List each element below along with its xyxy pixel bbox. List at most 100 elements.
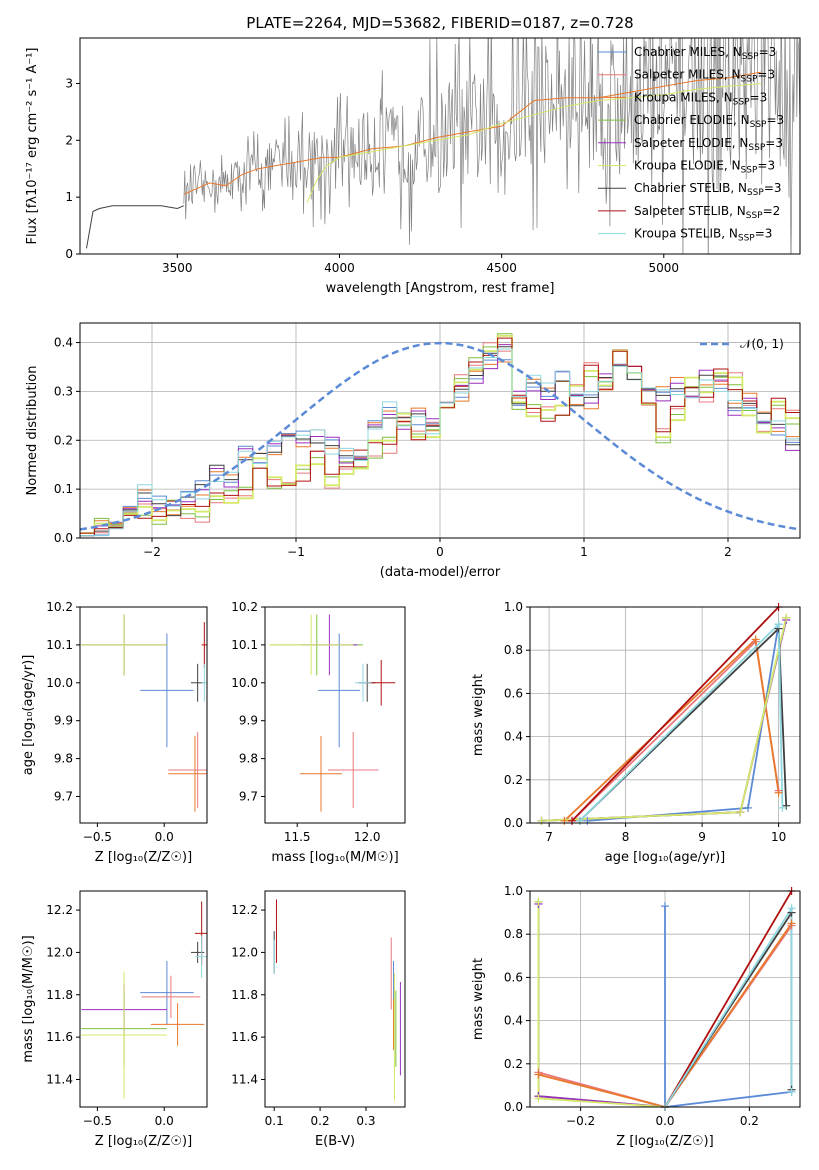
x-tick-label: 0.3 [356,1114,375,1128]
axes-frame [79,37,801,255]
y-tick-label: 10.0 [231,676,258,690]
plot-area-ebv-mass [273,899,401,1101]
x-axis-label: age [log₁₀(age/yr)] [605,850,726,865]
observed-spectrum [183,38,800,254]
x-tick-label: 0.0 [155,1114,174,1128]
plot-area-spectrum [80,38,800,254]
model-curve-elodie [306,83,762,203]
chart-ebv-mass: 0.1 0.2 0.3 11.4 11.6 11.8 12.0 12.2 E(B-V) [231,890,406,1149]
x-tick-label: 4500 [486,261,517,275]
y-tick-label: 9.7 [239,789,258,803]
series-line [571,607,780,822]
x-tick-label: 0.2 [311,1114,330,1128]
series-line [664,906,792,1107]
y-tick-label: 11.4 [231,1072,258,1086]
y-axis-label: mass weight [471,958,486,1040]
y-tick-label: 0.0 [504,1100,523,1114]
series-line [664,905,793,1107]
y-tick-label: 3 [65,76,73,90]
x-axis-label: E(B-V) [315,1134,355,1149]
x-tick-label: 2 [724,545,732,559]
axes-frame [264,890,406,1108]
x-tick-label: 8 [622,830,630,844]
x-tick-label: 0.2 [740,1114,759,1128]
x-tick-label: 0.0 [655,1114,674,1128]
axes-frame [79,606,208,824]
x-tick-label: −2 [143,545,161,559]
y-tick-label: 10.2 [231,600,258,614]
chart-z-age: −0.5 0.0 9.7 9.8 9.9 10.0 10.1 10.2 Z [log₁₀(Z/Z… [21,600,208,865]
y-tick-label: 0.8 [504,643,523,657]
legend: 𝒩(0, 1) [700,337,784,351]
y-tick-label: 0.8 [504,927,523,941]
x-axis-label: Z [log₁₀(Z/Z☉)] [95,1134,192,1149]
figure-title: PLATE=2264, MJD=53682, FIBERID=0187, z=0… [246,14,633,32]
y-tick-label: 0.2 [504,773,523,787]
y-tick-label: 1 [65,190,73,204]
y-tick-label: 10.0 [46,676,73,690]
y-tick-label: 12.0 [46,945,73,959]
y-tick-label: 2 [65,133,73,147]
legend-label: Salpeter ELODIE, NSSP=3 [634,136,783,153]
legend-label: Kroupa STELIB, NSSP=3 [634,227,772,244]
legend-label: Kroupa ELODIE, NSSP=3 [634,159,775,176]
y-tick-label: 1.0 [504,884,523,898]
y-tick-label: 11.6 [46,1030,73,1044]
x-tick-label: 0.0 [155,830,174,844]
y-tick-label: 0.6 [504,970,523,984]
plot-area-z-mass [81,901,207,1099]
model-curve-stelib [86,205,184,249]
x-tick-label: −0.2 [566,1114,595,1128]
y-axis-label: Flux [fλ10⁻¹⁷ erg cm⁻² s⁻¹ A⁻¹] [25,48,40,245]
model-curve-miles [183,71,762,195]
legend-label: Salpeter STELIB, NSSP=2 [634,204,780,221]
x-tick-label: 11.5 [284,830,311,844]
y-tick-label: 11.8 [231,988,258,1002]
x-tick-label: 7 [545,830,553,844]
axes-frame [79,890,208,1108]
series-line [537,901,666,1107]
x-tick-label: 0.1 [265,1114,284,1128]
axes-frame [264,606,406,824]
x-tick-label: 9 [698,830,706,844]
axes-frame [529,606,801,824]
y-axis-label: Normed distribution [25,366,40,496]
x-tick-label: 0 [436,545,444,559]
normal-curve [80,341,800,531]
y-tick-label: 0 [65,247,73,261]
y-tick-label: 11.8 [46,988,73,1002]
y-tick-label: 0.2 [504,1057,523,1071]
y-tick-label: 9.9 [54,714,73,728]
y-axis-label: age [log₁₀(age/yr)] [21,655,36,776]
x-axis-label: mass [log₁₀(M/M☉)] [271,850,398,865]
y-tick-label: 0.1 [54,482,73,496]
y-tick-label: 0.4 [504,1014,523,1028]
chart-mass-age: 11.5 12.0 9.7 9.8 9.9 10.0 10.1 10.2 mass [log₁₀… [231,600,406,865]
x-tick-label: 4000 [324,261,355,275]
histogram-step [80,337,800,534]
chart-z-weight: −0.2 0.0 0.2 0.0 0.2 0.4 0.6 0.8 1.0 Z [log₁₀(Z/Z… [471,884,801,1149]
y-tick-label: 9.7 [54,789,73,803]
x-tick-label: 10 [771,830,786,844]
legend-label: Salpeter MILES, NSSP=3 [634,68,775,85]
y-tick-label: 11.6 [231,1030,258,1044]
plot-area-z-age [81,614,207,812]
x-tick-label: 12.0 [354,830,381,844]
legend-label: Chabrier ELODIE, NSSP=3 [634,113,784,130]
x-tick-label: −0.5 [83,830,112,844]
y-tick-label: 0.0 [54,531,73,545]
legend-label: Chabrier MILES, NSSP=3 [634,45,776,62]
y-tick-label: 9.8 [54,752,73,766]
legend-label: Kroupa MILES, NSSP=3 [634,90,767,107]
y-tick-label: 0.6 [504,686,523,700]
x-axis-label: Z [log₁₀(Z/Z☉)] [95,850,192,865]
y-tick-label: 11.4 [46,1072,73,1086]
plot-area-mass-age [269,614,396,812]
legend: Chabrier MILES, NSSP=3 Salpeter MILES, NS… [598,45,784,244]
y-tick-label: 9.9 [239,714,258,728]
x-tick-label: −0.5 [83,1114,112,1128]
y-tick-label: 0.4 [504,730,523,744]
chart-residuals: −2 −1 0 1 2 0.0 0.1 0.2 0.3 0.4 (data-model)/error… [25,322,801,580]
y-tick-label: 1.0 [504,600,523,614]
